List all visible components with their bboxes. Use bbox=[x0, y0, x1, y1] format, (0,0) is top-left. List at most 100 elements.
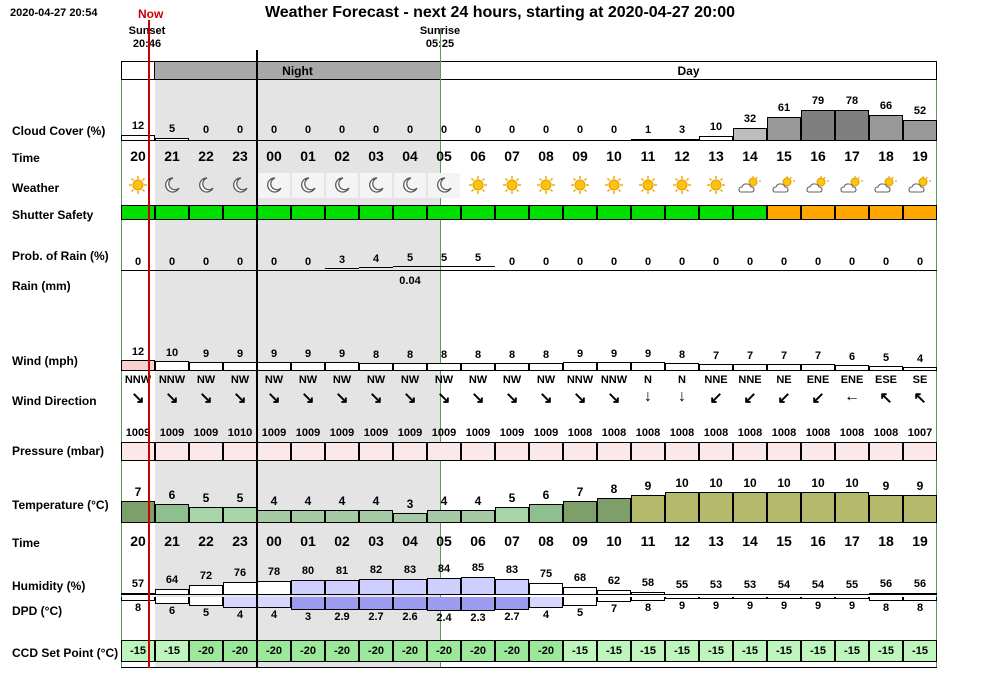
wind-direction-arrow: ↓ bbox=[644, 388, 652, 405]
weather-cell-bg bbox=[360, 173, 392, 198]
time-cell-bottom: 06 bbox=[470, 533, 486, 549]
humidity-value: 68 bbox=[573, 572, 587, 584]
wind-direction-text: ENE bbox=[806, 374, 830, 386]
pressure-value: 1009 bbox=[329, 427, 355, 439]
time-cell: 05 bbox=[436, 148, 452, 164]
humidity-bar bbox=[461, 577, 495, 594]
shutter-safety-cell[interactable] bbox=[767, 205, 801, 220]
time-label: Time bbox=[12, 151, 40, 165]
wind-value: 9 bbox=[338, 348, 346, 360]
shutter-safety-cell[interactable] bbox=[563, 205, 597, 220]
wind-bar bbox=[223, 362, 257, 370]
shutter-safety-cell[interactable] bbox=[665, 205, 699, 220]
humidity-value: 72 bbox=[199, 570, 213, 582]
shutter-safety-cell[interactable] bbox=[699, 205, 733, 220]
cloud-cover-value: 0 bbox=[508, 124, 516, 136]
shutter-safety-cell[interactable] bbox=[461, 205, 495, 220]
pressure-cell bbox=[903, 442, 937, 461]
wind-direction-arrow: ↘ bbox=[233, 390, 247, 407]
prob-rain-value: 0 bbox=[576, 256, 584, 268]
weather-cell-bg bbox=[258, 173, 290, 198]
cloud-cover-value: 0 bbox=[406, 124, 414, 136]
dpd-value: 5 bbox=[202, 607, 210, 619]
shutter-safety-cell[interactable] bbox=[869, 205, 903, 220]
shutter-safety-cell[interactable] bbox=[631, 205, 665, 220]
shutter-safety-cell[interactable] bbox=[733, 205, 767, 220]
time-cell: 12 bbox=[674, 148, 690, 164]
shutter-safety-cell[interactable] bbox=[427, 205, 461, 220]
prob-rain-value: 0 bbox=[678, 256, 686, 268]
wind-value: 7 bbox=[780, 350, 788, 362]
shutter-safety-cell[interactable] bbox=[597, 205, 631, 220]
moon-icon bbox=[369, 177, 384, 193]
dpd-bar bbox=[359, 597, 393, 610]
shutter-safety-cell[interactable] bbox=[529, 205, 563, 220]
shutter-safety-cell[interactable] bbox=[257, 205, 291, 220]
night-band: Night bbox=[154, 61, 441, 80]
humidity-bar bbox=[529, 583, 563, 594]
pressure-cell bbox=[359, 442, 393, 461]
ccd-cell: -15 bbox=[801, 640, 835, 662]
dpd-bar bbox=[903, 597, 937, 601]
moon-icon bbox=[267, 177, 282, 193]
time-cell-bottom: 00 bbox=[266, 533, 282, 549]
wind-bar bbox=[393, 363, 427, 370]
time-cell: 23 bbox=[232, 148, 248, 164]
cloud-cover-value: 0 bbox=[270, 124, 278, 136]
dpd-bar bbox=[733, 597, 767, 599]
shutter-safety-cell[interactable] bbox=[121, 205, 155, 220]
shutter-safety-cell[interactable] bbox=[393, 205, 427, 220]
sun-icon bbox=[469, 176, 487, 194]
weather-cell-bg bbox=[428, 173, 460, 198]
humidity-value: 83 bbox=[505, 564, 519, 576]
dpd-bar bbox=[699, 597, 733, 599]
time-cell: 08 bbox=[538, 148, 554, 164]
wind-direction-text: NNE bbox=[738, 374, 762, 386]
ccd-cell: -15 bbox=[563, 640, 597, 662]
wind-bar bbox=[903, 367, 937, 370]
cloud-cover-bar bbox=[155, 138, 189, 140]
wind-direction-text: NW bbox=[366, 374, 386, 386]
time-cell: 18 bbox=[878, 148, 894, 164]
time-cell: 21 bbox=[164, 148, 180, 164]
prob-rain-value: 0 bbox=[168, 256, 176, 268]
moon-icon bbox=[335, 177, 350, 193]
night-band-label: Night bbox=[282, 64, 313, 78]
wind-direction-arrow: ↙ bbox=[743, 390, 757, 407]
shutter-safety-cell[interactable] bbox=[359, 205, 393, 220]
shutter-safety-cell[interactable] bbox=[155, 205, 189, 220]
dpd-value: 2.9 bbox=[334, 611, 350, 623]
wind-value: 7 bbox=[746, 350, 754, 362]
humidity-bar bbox=[427, 578, 461, 594]
shutter-safety-cell[interactable] bbox=[189, 205, 223, 220]
humidity-value: 54 bbox=[777, 579, 791, 591]
cloud-cover-value: 0 bbox=[440, 124, 448, 136]
temperature-bar bbox=[223, 507, 257, 522]
humidity-bar bbox=[869, 593, 903, 594]
wind-value: 8 bbox=[542, 349, 550, 361]
dpd-bar bbox=[121, 597, 155, 601]
temperature-bar bbox=[767, 492, 801, 522]
humidity-bar bbox=[257, 581, 291, 594]
shutter-safety-cell[interactable] bbox=[903, 205, 937, 220]
shutter-safety-cell[interactable] bbox=[325, 205, 359, 220]
shutter-safety-cell[interactable] bbox=[495, 205, 529, 220]
temperature-value: 10 bbox=[811, 476, 825, 490]
wind-direction-text: NNW bbox=[158, 374, 186, 386]
shutter-safety-cell[interactable] bbox=[223, 205, 257, 220]
wind-bar bbox=[597, 362, 631, 370]
time-cell-bottom: 17 bbox=[844, 533, 860, 549]
temperature-bar bbox=[563, 501, 597, 522]
wind-value: 10 bbox=[165, 347, 179, 359]
cloud-cover-value: 52 bbox=[913, 105, 927, 117]
shutter-safety-cell[interactable] bbox=[801, 205, 835, 220]
cloud-cover-value: 10 bbox=[709, 121, 723, 133]
prob-rain-value: 0 bbox=[814, 256, 822, 268]
humidity-bar bbox=[359, 579, 393, 594]
chart-right-border bbox=[936, 80, 937, 668]
wind-direction-arrow: ↘ bbox=[437, 390, 451, 407]
shutter-safety-cell[interactable] bbox=[835, 205, 869, 220]
pressure-value: 1008 bbox=[635, 427, 661, 439]
wind-value: 4 bbox=[916, 353, 924, 365]
shutter-safety-cell[interactable] bbox=[291, 205, 325, 220]
